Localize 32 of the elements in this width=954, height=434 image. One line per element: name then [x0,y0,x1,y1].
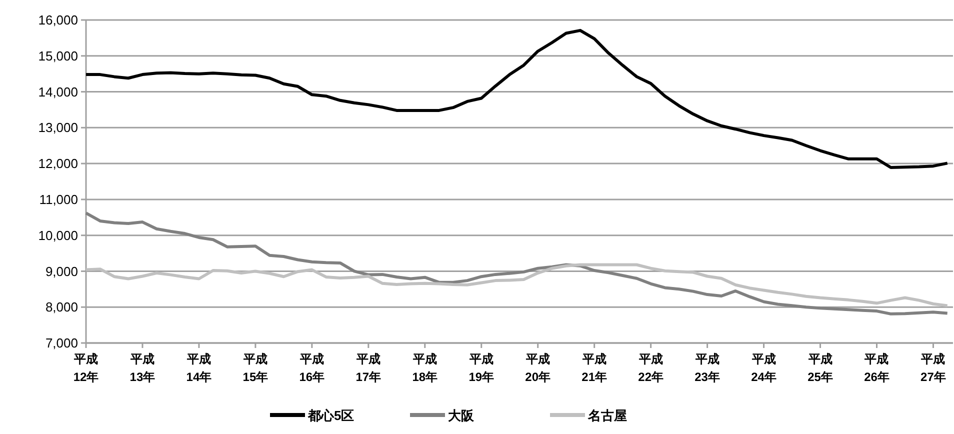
x-tick-label: 平成 14年 [186,352,212,384]
x-tick-label: 平成 13年 [129,352,156,384]
x-tick-label: 平成 19年 [468,352,494,384]
x-tick-label: 平成 27年 [920,352,946,384]
x-tick-label: 平成 26年 [864,352,890,384]
y-tick-label: 11,000 [39,192,78,207]
y-tick-label: 14,000 [38,84,78,100]
y-tick-label: 12,000 [38,156,78,172]
x-tick-label: 平成 20年 [524,352,551,384]
legend-label: 名古屋 [587,408,627,423]
y-tick-label: 9,000 [45,264,78,279]
x-tick-label: 平成 21年 [581,352,608,384]
x-tick-label: 平成 25年 [807,352,833,384]
line-series [84,212,949,316]
x-tick-label: 平成 24年 [750,352,776,384]
legend-label: 都心5区 [307,408,354,423]
y-tick-label: 15,000 [38,48,78,64]
y-tick-label: 8,000 [45,300,78,315]
x-tick-label: 平成 15年 [242,352,268,384]
x-tick-label: 平成 22年 [638,352,664,384]
legend-label: 大阪 [448,408,475,423]
x-tick-label: 平成 12年 [73,352,99,384]
y-tick-label: 7,000 [45,336,78,351]
x-tick-label: 平成 18年 [412,352,438,384]
x-tick-label: 平成 23年 [694,352,720,384]
line-series [84,28,949,170]
line-series [84,263,949,308]
x-tick-label: 平成 17年 [355,352,382,384]
y-tick-label: 10,000 [38,228,78,243]
y-tick-label: 13,000 [38,120,78,136]
y-tick-label: 16,000 [38,12,78,28]
x-tick-label: 平成 16年 [298,352,325,384]
